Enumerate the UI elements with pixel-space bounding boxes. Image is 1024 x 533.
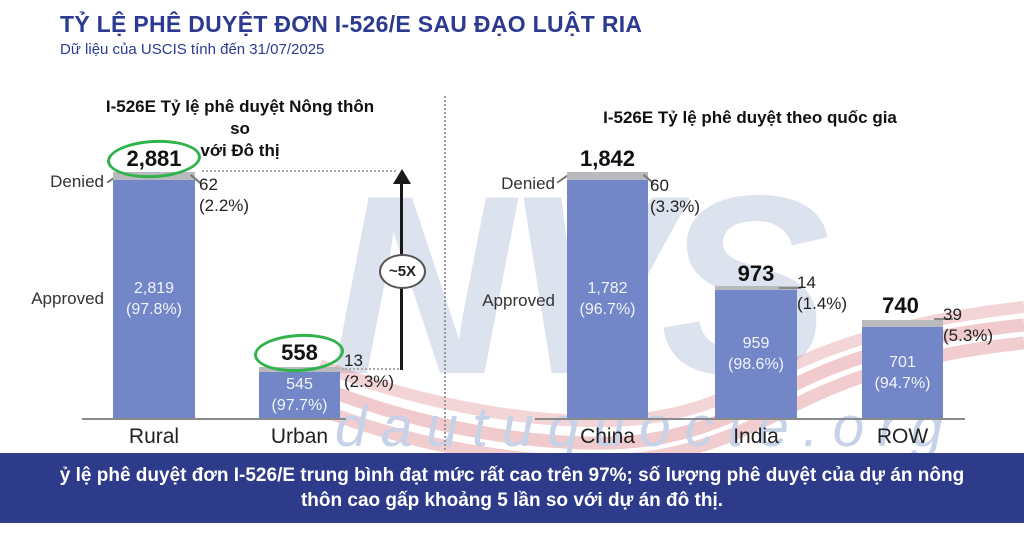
bar-china-denied-segment — [567, 172, 648, 180]
bar-row: 701 (94.7%) — [862, 320, 943, 418]
total-label-india: 973 — [737, 261, 775, 286]
left-chart-title-line1: I-526E Tỷ lệ phê duyệt Nông thôn so — [105, 97, 375, 138]
bar-rural-approved-value: 2,819 — [133, 280, 175, 297]
category-label-rural: Rural — [128, 425, 180, 448]
bar-rural-approved-segment: 2,819 (97.8%) — [113, 180, 195, 418]
bar-row-approved-segment: 701 (94.7%) — [862, 327, 943, 418]
bar-urban-approved-segment: 545 (97.7%) — [259, 372, 340, 418]
callout-connector-line — [934, 318, 953, 320]
total-label-rural: 2,881 — [126, 146, 182, 171]
left-chart-axis — [82, 418, 346, 420]
bar-india-denied-segment — [715, 286, 797, 290]
bar-india-approved-pct: (98.6%) — [727, 356, 785, 373]
bar-china-approved-value: 1,782 — [587, 280, 628, 297]
bar-row-approved-value: 701 — [889, 353, 916, 371]
category-label-china: China — [580, 425, 635, 448]
dotted-reference-line-top — [202, 170, 396, 172]
bar-urban-denied-segment — [259, 367, 340, 372]
bar-row-denied-segment — [862, 320, 943, 327]
dotted-reference-line-bottom — [342, 368, 399, 370]
bar-india-approved-value: 959 — [742, 335, 770, 352]
china-denied-value: 60 — [650, 176, 669, 195]
bar-rural-denied-segment — [113, 172, 195, 180]
urban-denied-pct: (2.3%) — [344, 372, 395, 391]
category-label-row: ROW — [876, 425, 929, 448]
india-denied-pct: (1.4%) — [797, 294, 848, 313]
bar-urban-approved-value: 545 — [286, 376, 313, 393]
category-label-india: India — [733, 425, 779, 448]
bar-rural-approved-pct: (97.8%) — [125, 301, 183, 318]
callout-india-denied: 14 (1.4%) — [797, 272, 847, 314]
denied-label-left: Denied — [50, 172, 104, 191]
callout-row-denied: 39 (5.3%) — [943, 304, 993, 346]
bar-india: 959 (98.6%) — [715, 286, 797, 418]
callout-china-denied: 60 (3.3%) — [650, 175, 700, 217]
left-chart-title-line2: với Đô thị — [200, 141, 280, 160]
bar-china-approved-segment: 1,782 (96.7%) — [567, 180, 648, 418]
bar-row-approved-pct: (94.7%) — [874, 374, 931, 392]
chart-divider — [444, 96, 446, 450]
approved-label-right: Approved — [482, 291, 555, 310]
total-label-urban: 558 — [281, 340, 318, 365]
row-denied-value: 39 — [943, 305, 962, 324]
total-label-china: 1,842 — [579, 146, 636, 171]
arrow-up-icon — [393, 169, 411, 184]
total-label-row: 740 — [882, 293, 919, 318]
callout-connector-line — [779, 287, 801, 289]
urban-denied-value: 13 — [344, 351, 363, 370]
page-subtitle: Dữ liệu của USCIS tính đến 31/07/2025 — [60, 41, 325, 58]
bar-china-approved-pct: (96.7%) — [579, 301, 636, 318]
row-denied-pct: (5.3%) — [943, 326, 994, 345]
bar-urban-approved-pct: (97.7%) — [271, 397, 328, 414]
multiplier-badge: ~5X — [379, 254, 426, 289]
callout-rural-denied: 62 (2.2%) — [199, 174, 249, 216]
right-chart-title: I-526E Tỷ lệ phê duyệt theo quốc gia — [603, 108, 897, 127]
rural-denied-value: 62 — [199, 175, 218, 194]
bar-rural: 2,819 (97.8%) — [113, 172, 195, 418]
callout-urban-denied: 13 (2.3%) — [344, 350, 394, 392]
bar-india-approved-segment: 959 (98.6%) — [715, 290, 797, 418]
denied-label-right: Denied — [501, 174, 555, 193]
right-chart-axis — [535, 418, 965, 420]
bar-china: 1,782 (96.7%) — [567, 172, 648, 418]
category-label-urban: Urban — [270, 425, 329, 448]
china-denied-pct: (3.3%) — [650, 197, 701, 216]
india-denied-value: 14 — [797, 273, 816, 292]
bar-urban: 545 (97.7%) — [259, 367, 340, 418]
summary-banner-line2: thôn cao gấp khoảng 5 lần so với dự án đ… — [300, 490, 724, 511]
rural-denied-pct: (2.2%) — [199, 196, 250, 215]
page-title: TỶ LỆ PHÊ DUYỆT ĐƠN I-526/E SAU ĐẠO LUẬT… — [60, 11, 643, 37]
summary-banner: ỷ lệ phê duyệt đơn I-526/E trung bình đạ… — [0, 453, 1024, 523]
approved-label-left: Approved — [31, 289, 104, 308]
left-chart-title: I-526E Tỷ lệ phê duyệt Nông thôn so với … — [95, 96, 385, 162]
summary-banner-line1: ỷ lệ phê duyệt đơn I-526/E trung bình đạ… — [59, 465, 965, 486]
